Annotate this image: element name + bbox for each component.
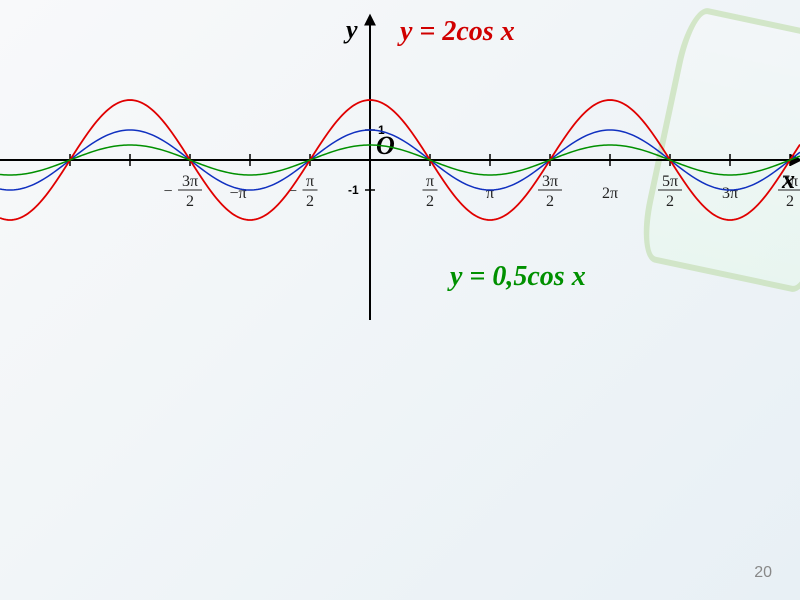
x-tick-label: 2π (602, 185, 618, 202)
frac-num: 7π (782, 173, 798, 190)
frac-num: π (426, 173, 434, 190)
frac-den: 2 (426, 193, 434, 210)
cosine-chart: 1-1Oyx−3π2−π−π2π2π3π22π5π23π7π2y = 2cos … (0, 10, 800, 330)
frac-num: π (306, 173, 314, 190)
chart-svg: 1-1Oyx−3π2−π−π2π2π3π22π5π23π7π2y = 2cos … (0, 10, 800, 330)
frac-neg: − (163, 183, 172, 200)
frac-den: 2 (786, 193, 794, 210)
title-green: y = 0,5cos x (447, 261, 586, 292)
x-tick-label: π (486, 185, 494, 202)
y-axis-label: y (343, 15, 358, 44)
frac-den: 2 (306, 193, 314, 210)
page-number: 20 (754, 564, 772, 582)
frac-num: 3π (542, 173, 558, 190)
y-tick-label: -1 (348, 183, 359, 197)
frac-num: 5π (662, 173, 678, 190)
frac-den: 2 (546, 193, 554, 210)
title-red: y = 2cos x (397, 16, 515, 47)
frac-den: 2 (186, 193, 194, 210)
frac-num: 3π (182, 173, 198, 190)
x-tick-label: −π (229, 185, 246, 202)
frac-den: 2 (666, 193, 674, 210)
x-tick-label: 3π (722, 185, 738, 202)
